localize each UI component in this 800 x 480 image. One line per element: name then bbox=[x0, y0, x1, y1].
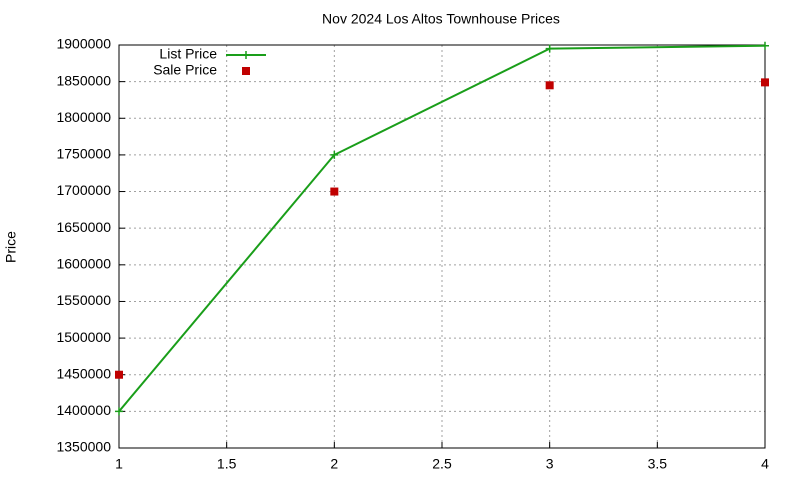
y-tick-label: 1750000 bbox=[56, 146, 111, 162]
x-tick-label: 3.5 bbox=[648, 456, 668, 472]
y-tick-label: 1550000 bbox=[56, 292, 111, 308]
y-tick-label: 1400000 bbox=[56, 402, 111, 418]
legend-marker bbox=[242, 51, 250, 59]
point bbox=[330, 187, 339, 196]
x-tick-label: 2 bbox=[330, 456, 338, 472]
chart-title: Nov 2024 Los Altos Townhouse Prices bbox=[322, 11, 560, 27]
x-tick-label: 3 bbox=[546, 456, 554, 472]
x-tick-label: 1 bbox=[115, 456, 123, 472]
plot-border bbox=[118, 44, 766, 449]
y-axis-label: Price bbox=[3, 231, 19, 263]
y-tick-label: 1850000 bbox=[56, 72, 111, 88]
y-tick-label: 1450000 bbox=[56, 365, 111, 381]
y-tick-label: 1900000 bbox=[56, 36, 111, 52]
x-tick-label: 4 bbox=[761, 456, 769, 472]
point bbox=[545, 44, 554, 53]
point bbox=[761, 41, 769, 50]
point bbox=[115, 407, 123, 416]
y-tick-label: 1650000 bbox=[56, 219, 111, 235]
point bbox=[115, 370, 123, 379]
point bbox=[545, 81, 554, 90]
x-tick-label: 2.5 bbox=[432, 456, 452, 472]
y-tick-label: 1500000 bbox=[56, 329, 111, 345]
point bbox=[330, 150, 339, 159]
legend-label: List Price bbox=[159, 46, 217, 62]
y-tick-label: 1800000 bbox=[56, 109, 111, 125]
y-tick-label: 1600000 bbox=[56, 256, 111, 272]
point bbox=[761, 78, 769, 87]
legend-marker bbox=[242, 67, 250, 75]
y-tick-label: 1700000 bbox=[56, 182, 111, 198]
line bbox=[118, 44, 766, 413]
y-tick-label: 1350000 bbox=[56, 439, 111, 455]
x-tick-label: 1.5 bbox=[217, 456, 237, 472]
legend-label: Sale Price bbox=[153, 62, 217, 78]
